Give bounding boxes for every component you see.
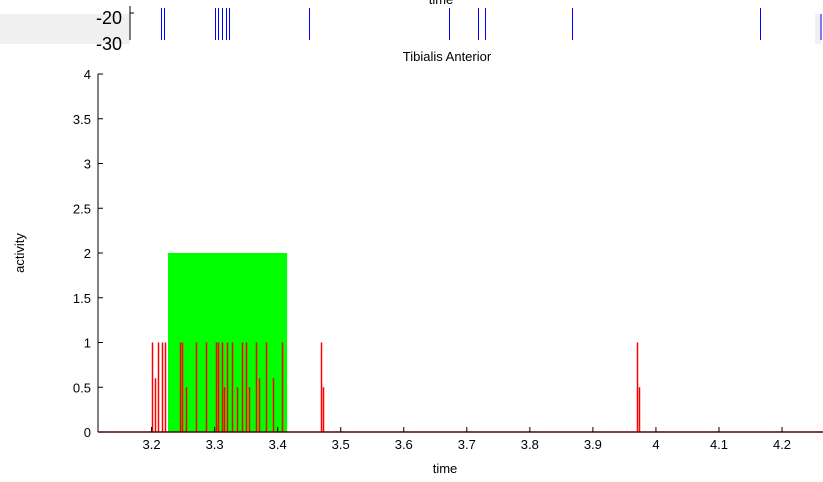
y-tick-label: 1.5 <box>73 291 91 306</box>
x-axis-label: time <box>433 461 458 476</box>
x-tick-label: 3.4 <box>269 437 287 452</box>
x-tick-label: 3.8 <box>521 437 539 452</box>
y-tick-label: 3.5 <box>73 112 91 127</box>
top-panel-ytick-label: -20 <box>96 8 122 28</box>
x-tick-label: 4 <box>652 437 659 452</box>
y-axis-label: activity <box>12 233 27 273</box>
x-tick-label: 4.1 <box>710 437 728 452</box>
x-tick-label: 4.2 <box>773 437 791 452</box>
top-panel: time -20 -30 <box>0 0 822 54</box>
x-tick-label: 3.3 <box>206 437 224 452</box>
y-tick-label: 0.5 <box>73 380 91 395</box>
y-tick-label: 4 <box>84 67 91 82</box>
top-panel-ytick-label-partial: -30 <box>96 34 122 54</box>
x-tick-label: 3.6 <box>395 437 413 452</box>
y-tick-label: 2 <box>84 246 91 261</box>
top-panel-right-background <box>815 14 821 44</box>
x-tick-label: 3.2 <box>143 437 161 452</box>
y-tick-label: 1 <box>84 336 91 351</box>
y-tick-label: 3 <box>84 157 91 172</box>
x-tick-label: 3.5 <box>332 437 350 452</box>
x-tick-label: 3.9 <box>584 437 602 452</box>
top-panel-label-background <box>0 14 130 44</box>
y-tick-label: 2.5 <box>73 201 91 216</box>
top-panel-xlabel: time <box>429 0 454 7</box>
chart-title: Tibialis Anterior <box>403 49 492 64</box>
y-tick-label: 0 <box>84 425 91 440</box>
x-ticks: 3.2 3.3 3.4 3.5 3.6 3.7 3.8 3.9 4 4.1 4.2 <box>143 427 791 452</box>
top-panel-spikes <box>161 8 761 40</box>
main-plot: Tibialis Anterior time activity 3.2 3.3 3.… <box>12 49 823 476</box>
y-ticks: 0 0.5 1 1.5 2 2.5 3 3.5 4 <box>73 67 103 440</box>
x-tick-label: 3.7 <box>458 437 476 452</box>
